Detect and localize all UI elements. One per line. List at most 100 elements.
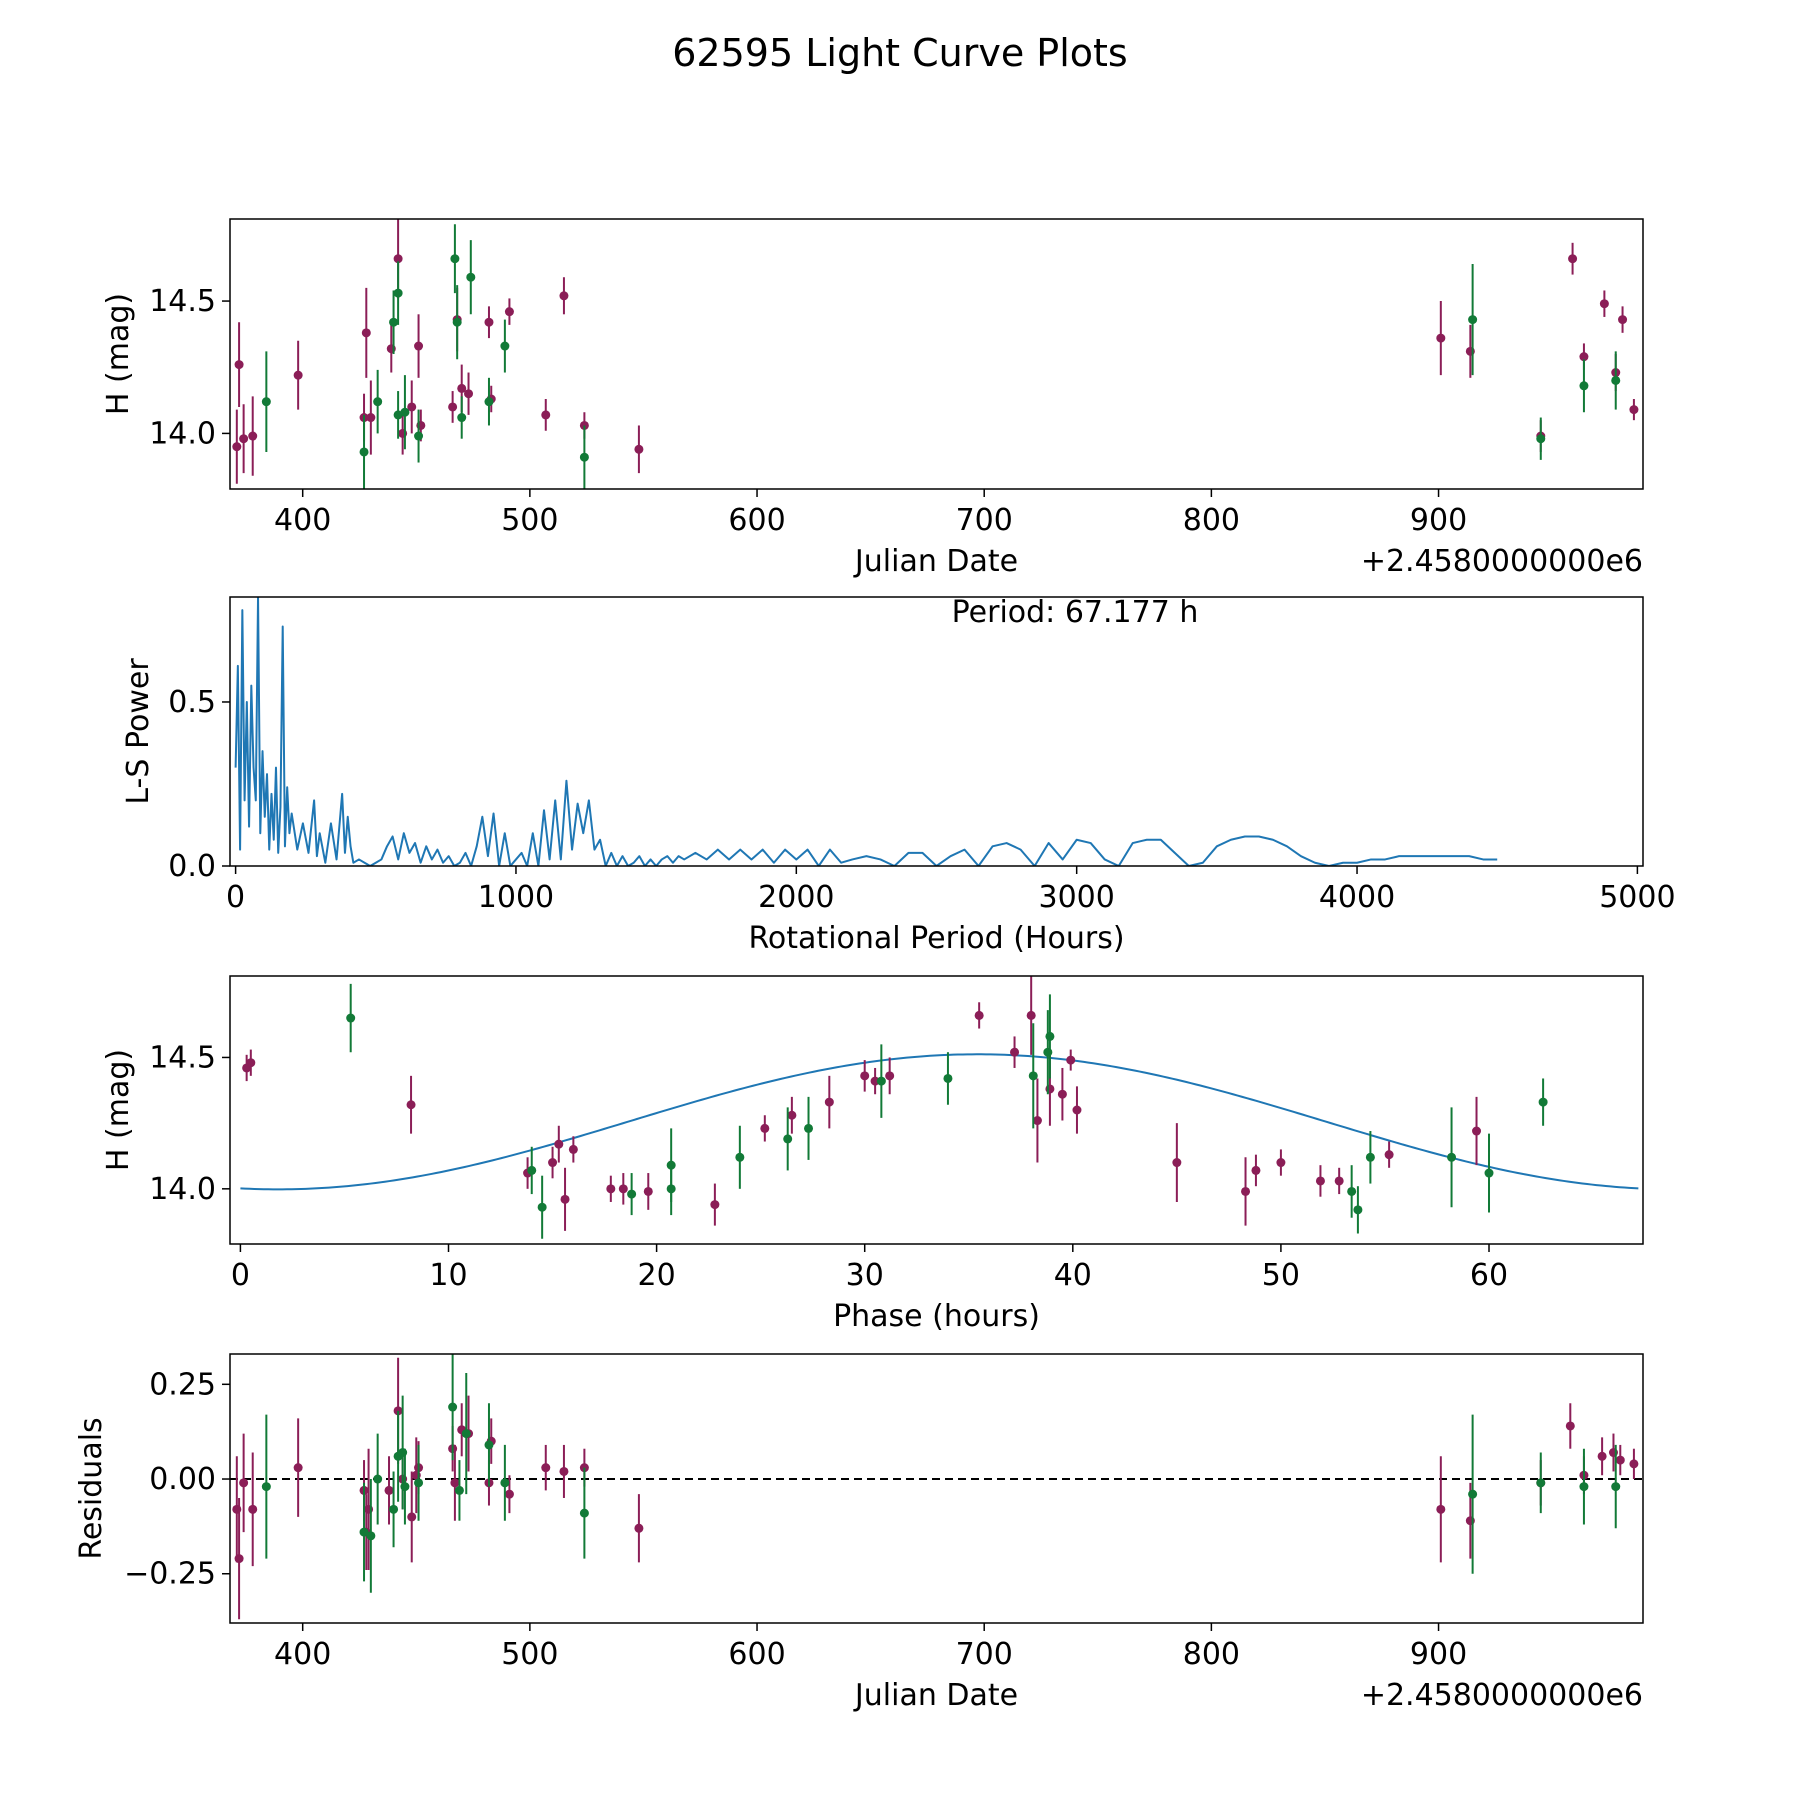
data-point-green bbox=[1447, 1152, 1457, 1162]
data-point-magenta bbox=[366, 413, 376, 423]
data-point-magenta bbox=[974, 1010, 984, 1020]
data-point-green bbox=[373, 1474, 383, 1484]
data-point-magenta bbox=[1315, 1176, 1325, 1186]
y-tick-label: 14.5 bbox=[149, 1040, 216, 1075]
data-point-green bbox=[943, 1073, 953, 1083]
data-point-magenta bbox=[407, 1512, 417, 1522]
jd-plot-area bbox=[232, 219, 1639, 489]
resid-frame bbox=[229, 1353, 1644, 1624]
data-point-green bbox=[400, 407, 410, 417]
x-tick-label: 40 bbox=[1054, 1258, 1092, 1293]
x-tick-label: 800 bbox=[1183, 1637, 1240, 1672]
data-point-green bbox=[1579, 1482, 1589, 1492]
data-point-green bbox=[414, 431, 424, 441]
data-point-magenta bbox=[239, 434, 249, 444]
fit-curve bbox=[240, 1053, 1639, 1191]
data-point-green bbox=[1365, 1152, 1375, 1162]
data-point-magenta bbox=[248, 431, 258, 441]
data-point-green bbox=[1043, 1047, 1053, 1057]
data-point-green bbox=[527, 1165, 537, 1175]
data-point-magenta bbox=[234, 360, 244, 370]
x-tick-label: 1000 bbox=[478, 880, 554, 915]
x-tick-label: 600 bbox=[728, 1637, 785, 1672]
data-point-magenta bbox=[1026, 1010, 1036, 1020]
data-point-magenta bbox=[1241, 1186, 1251, 1196]
x-axis-label: Julian Date bbox=[853, 544, 1018, 579]
data-point-magenta bbox=[448, 402, 458, 412]
jd-frame bbox=[229, 218, 1644, 490]
data-point-green bbox=[393, 410, 403, 420]
data-point-magenta bbox=[1615, 1455, 1625, 1465]
x-tick-label: 30 bbox=[846, 1258, 884, 1293]
data-point-green bbox=[1045, 1031, 1055, 1041]
data-point-green bbox=[393, 288, 403, 298]
data-point-magenta bbox=[606, 1184, 616, 1194]
x-tick-label: 700 bbox=[956, 503, 1013, 538]
x-tick-label: 500 bbox=[501, 503, 558, 538]
data-point-green bbox=[400, 1482, 410, 1492]
data-point-green bbox=[579, 452, 589, 462]
data-point-magenta bbox=[293, 1463, 303, 1473]
data-point-green bbox=[414, 1478, 424, 1488]
data-point-magenta bbox=[541, 1463, 551, 1473]
data-point-magenta bbox=[634, 1523, 644, 1533]
data-point-magenta bbox=[457, 383, 467, 393]
y-axis-label: Residuals bbox=[74, 1417, 109, 1559]
data-point-green bbox=[466, 272, 476, 282]
axis-offset-label: +2.4580000000e6 bbox=[1361, 544, 1643, 579]
data-point-magenta bbox=[1472, 1126, 1482, 1136]
x-tick-label: 400 bbox=[274, 1637, 331, 1672]
data-point-green bbox=[876, 1076, 886, 1086]
x-tick-label: 800 bbox=[1183, 503, 1240, 538]
x-tick-label: 2000 bbox=[758, 880, 834, 915]
data-point-green bbox=[450, 254, 460, 264]
data-point-magenta bbox=[554, 1139, 564, 1149]
data-point-green bbox=[454, 1485, 464, 1495]
data-point-green bbox=[537, 1202, 547, 1212]
data-point-green bbox=[1538, 1097, 1548, 1107]
y-tick-label: 0.25 bbox=[149, 1367, 216, 1402]
data-point-magenta bbox=[541, 410, 551, 420]
phase-frame bbox=[229, 975, 1644, 1245]
data-point-magenta bbox=[568, 1144, 578, 1154]
x-tick-label: 0 bbox=[226, 880, 245, 915]
data-point-green bbox=[579, 1508, 589, 1518]
data-point-magenta bbox=[1436, 1504, 1446, 1514]
data-point-green bbox=[1353, 1205, 1363, 1215]
data-point-magenta bbox=[1384, 1150, 1394, 1160]
x-tick-label: 3000 bbox=[1038, 880, 1114, 915]
y-axis-label: H (mag) bbox=[101, 293, 136, 415]
data-point-magenta bbox=[1568, 254, 1578, 264]
data-point-green bbox=[1347, 1186, 1357, 1196]
data-point-green bbox=[735, 1152, 745, 1162]
data-point-magenta bbox=[1072, 1105, 1082, 1115]
data-point-magenta bbox=[885, 1071, 895, 1081]
data-point-green bbox=[783, 1134, 793, 1144]
x-tick-label: 700 bbox=[956, 1637, 1013, 1672]
x-tick-label: 900 bbox=[1410, 1637, 1467, 1672]
data-point-magenta bbox=[450, 1478, 460, 1488]
data-point-magenta bbox=[1618, 315, 1628, 325]
data-point-magenta bbox=[384, 1485, 394, 1495]
data-point-green bbox=[666, 1184, 676, 1194]
data-point-green bbox=[366, 1531, 376, 1541]
data-point-green bbox=[484, 1440, 494, 1450]
data-point-green bbox=[359, 1527, 369, 1537]
x-tick-label: 900 bbox=[1410, 503, 1467, 538]
data-point-magenta bbox=[407, 402, 417, 412]
data-point-magenta bbox=[1436, 333, 1446, 343]
data-point-magenta bbox=[1629, 405, 1639, 415]
x-tick-label: 60 bbox=[1470, 1258, 1508, 1293]
data-point-green bbox=[804, 1123, 814, 1133]
data-point-magenta bbox=[246, 1058, 256, 1068]
resid-plot-area bbox=[230, 1354, 1643, 1620]
data-point-magenta bbox=[406, 1100, 416, 1110]
data-point-green bbox=[1468, 315, 1478, 325]
x-axis-label: Phase (hours) bbox=[833, 1299, 1040, 1334]
data-point-green bbox=[389, 1504, 399, 1514]
data-point-green bbox=[261, 1482, 271, 1492]
y-tick-label: 14.5 bbox=[149, 284, 216, 319]
x-tick-label: 20 bbox=[638, 1258, 676, 1293]
x-axis-label: Rotational Period (Hours) bbox=[748, 921, 1124, 956]
